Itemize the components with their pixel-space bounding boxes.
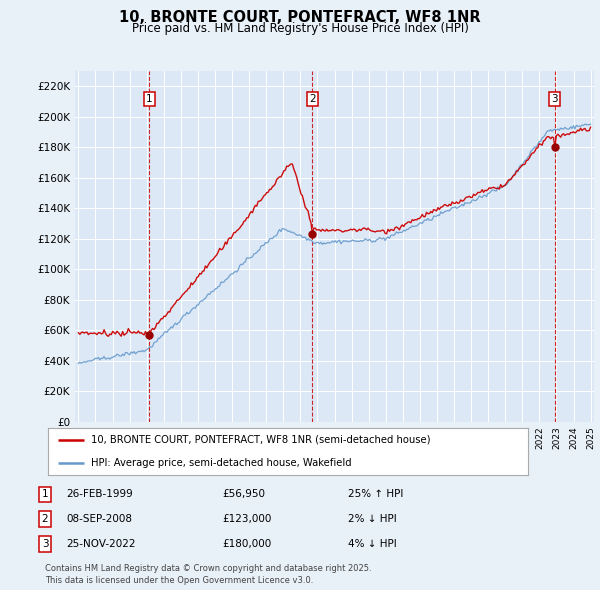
Text: Contains HM Land Registry data © Crown copyright and database right 2025.: Contains HM Land Registry data © Crown c… — [45, 565, 371, 573]
Text: £180,000: £180,000 — [222, 539, 271, 549]
Text: 26-FEB-1999: 26-FEB-1999 — [66, 490, 133, 499]
Text: 25-NOV-2022: 25-NOV-2022 — [66, 539, 136, 549]
Text: 2: 2 — [309, 94, 316, 104]
Text: Price paid vs. HM Land Registry's House Price Index (HPI): Price paid vs. HM Land Registry's House … — [131, 22, 469, 35]
Text: 2% ↓ HPI: 2% ↓ HPI — [348, 514, 397, 524]
Text: 25% ↑ HPI: 25% ↑ HPI — [348, 490, 403, 499]
Text: £123,000: £123,000 — [222, 514, 271, 524]
Text: 10, BRONTE COURT, PONTEFRACT, WF8 1NR (semi-detached house): 10, BRONTE COURT, PONTEFRACT, WF8 1NR (s… — [91, 435, 431, 444]
Text: HPI: Average price, semi-detached house, Wakefield: HPI: Average price, semi-detached house,… — [91, 458, 352, 468]
Text: 3: 3 — [551, 94, 558, 104]
Text: 4% ↓ HPI: 4% ↓ HPI — [348, 539, 397, 549]
Text: This data is licensed under the Open Government Licence v3.0.: This data is licensed under the Open Gov… — [45, 576, 313, 585]
Text: £56,950: £56,950 — [222, 490, 265, 499]
Text: 08-SEP-2008: 08-SEP-2008 — [66, 514, 132, 524]
Text: 1: 1 — [146, 94, 152, 104]
Text: 2: 2 — [41, 514, 49, 524]
Text: 3: 3 — [41, 539, 49, 549]
Text: 10, BRONTE COURT, PONTEFRACT, WF8 1NR: 10, BRONTE COURT, PONTEFRACT, WF8 1NR — [119, 10, 481, 25]
Text: 1: 1 — [41, 490, 49, 499]
